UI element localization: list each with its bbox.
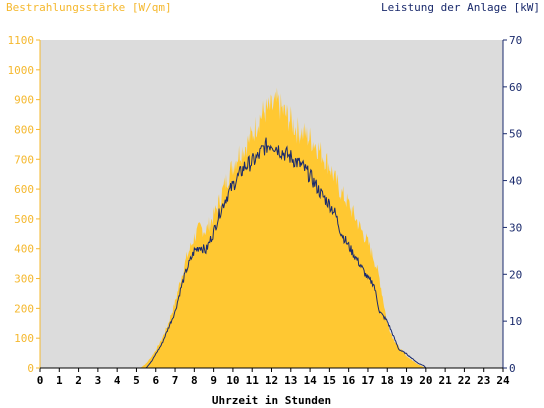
x-tick-label: 6	[152, 374, 159, 387]
x-tick-label: 12	[265, 374, 278, 387]
x-tick-label: 8	[191, 374, 198, 387]
x-tick-label: 10	[226, 374, 239, 387]
x-tick-label: 22	[458, 374, 471, 387]
left-tick-label: 300	[14, 273, 34, 286]
axes	[36, 39, 507, 372]
right-tick-label: 60	[509, 81, 522, 94]
right-tick-label: 50	[509, 128, 522, 141]
x-tick-label: 1	[56, 374, 63, 387]
x-tick-label: 13	[284, 374, 297, 387]
x-axis-title: Uhrzeit in Stunden	[212, 394, 331, 407]
left-axis-title: Bestrahlungsstärke [W/qm]	[6, 1, 172, 14]
x-tick-label: 17	[361, 374, 374, 387]
x-tick-label: 24	[496, 374, 510, 387]
x-tick-label: 3	[95, 374, 102, 387]
right-tick-label: 20	[509, 268, 522, 281]
x-tick-label: 16	[342, 374, 356, 387]
right-tick-label: 10	[509, 315, 522, 328]
left-tick-label: 100	[14, 332, 34, 345]
left-tick-label: 700	[14, 153, 34, 166]
left-tick-label: 800	[14, 123, 34, 136]
irradiance-area	[40, 87, 503, 368]
x-tick-label: 18	[381, 374, 394, 387]
x-tick-label: 5	[133, 374, 140, 387]
x-tick-label: 0	[37, 374, 44, 387]
right-tick-label: 40	[509, 175, 522, 188]
x-tick-label: 7	[172, 374, 179, 387]
left-tick-label: 600	[14, 183, 34, 196]
left-tick-label: 400	[14, 243, 34, 256]
x-tick-label: 21	[439, 374, 453, 387]
left-tick-label: 900	[14, 94, 34, 107]
left-tick-label: 1000	[8, 64, 35, 77]
x-tick-label: 23	[477, 374, 490, 387]
right-tick-label: 0	[509, 362, 516, 375]
left-tick-label: 0	[27, 362, 34, 375]
right-tick-label: 30	[509, 221, 522, 234]
x-tick-label: 4	[114, 374, 121, 387]
x-tick-label: 19	[400, 374, 413, 387]
x-tick-label: 9	[210, 374, 217, 387]
left-tick-label: 1100	[8, 34, 35, 47]
right-tick-label: 70	[509, 34, 522, 47]
x-tick-label: 15	[323, 374, 336, 387]
x-tick-label: 14	[303, 374, 317, 387]
x-tick-label: 2	[75, 374, 82, 387]
left-tick-label: 200	[14, 302, 34, 315]
x-tick-label: 20	[419, 374, 432, 387]
right-axis-title: Leistung der Anlage [kW]	[381, 1, 540, 14]
left-tick-label: 500	[14, 213, 34, 226]
tick-labels: 0 1 2 3 4 5 6 7 8 9 10 11 12 13 14 15 16 17 18 19 20 21 22 23 24…	[8, 34, 523, 387]
x-tick-label: 11	[246, 374, 260, 387]
